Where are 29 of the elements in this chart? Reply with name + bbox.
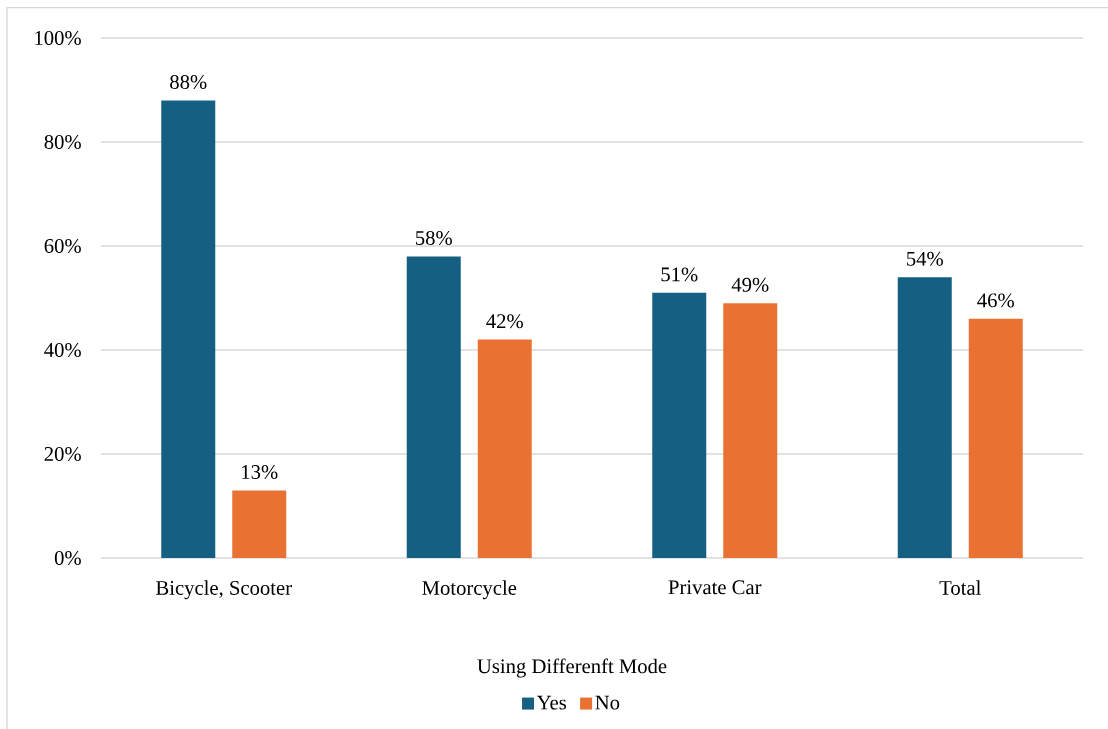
- y-tick-label: 20%: [44, 446, 81, 461]
- data-label: 46%: [977, 293, 1014, 308]
- data-label: 13%: [242, 465, 278, 480]
- x-tick-label: Private Car: [668, 580, 762, 595]
- data-label: 58%: [416, 231, 452, 246]
- bar: [652, 292, 707, 558]
- bar: [161, 100, 216, 558]
- data-label: 54%: [907, 251, 943, 266]
- y-tick-label: 100%: [35, 30, 81, 45]
- data-label: 49%: [731, 277, 769, 292]
- y-tick-label: 80%: [44, 134, 81, 149]
- bar: [968, 318, 1023, 558]
- data-label: 88%: [170, 75, 207, 90]
- legend-label: No: [595, 695, 620, 710]
- bar: [897, 277, 952, 558]
- data-label: 51%: [661, 267, 698, 282]
- bar: [232, 490, 287, 558]
- legend-label: Yes: [536, 695, 567, 710]
- y-tick-label: 0%: [54, 550, 81, 565]
- x-tick-label: Motorcycle: [422, 580, 517, 600]
- x-tick-label: Bicycle, Scooter: [156, 580, 292, 600]
- bar: [723, 303, 778, 558]
- legend-title: Using Differenft Mode: [477, 658, 667, 678]
- y-tick-label: 60%: [44, 238, 81, 253]
- x-tick-label: Total: [939, 580, 981, 595]
- bar: [477, 339, 532, 558]
- bar: [406, 256, 461, 558]
- y-tick-label: 40%: [44, 342, 81, 357]
- data-label: 42%: [486, 314, 523, 329]
